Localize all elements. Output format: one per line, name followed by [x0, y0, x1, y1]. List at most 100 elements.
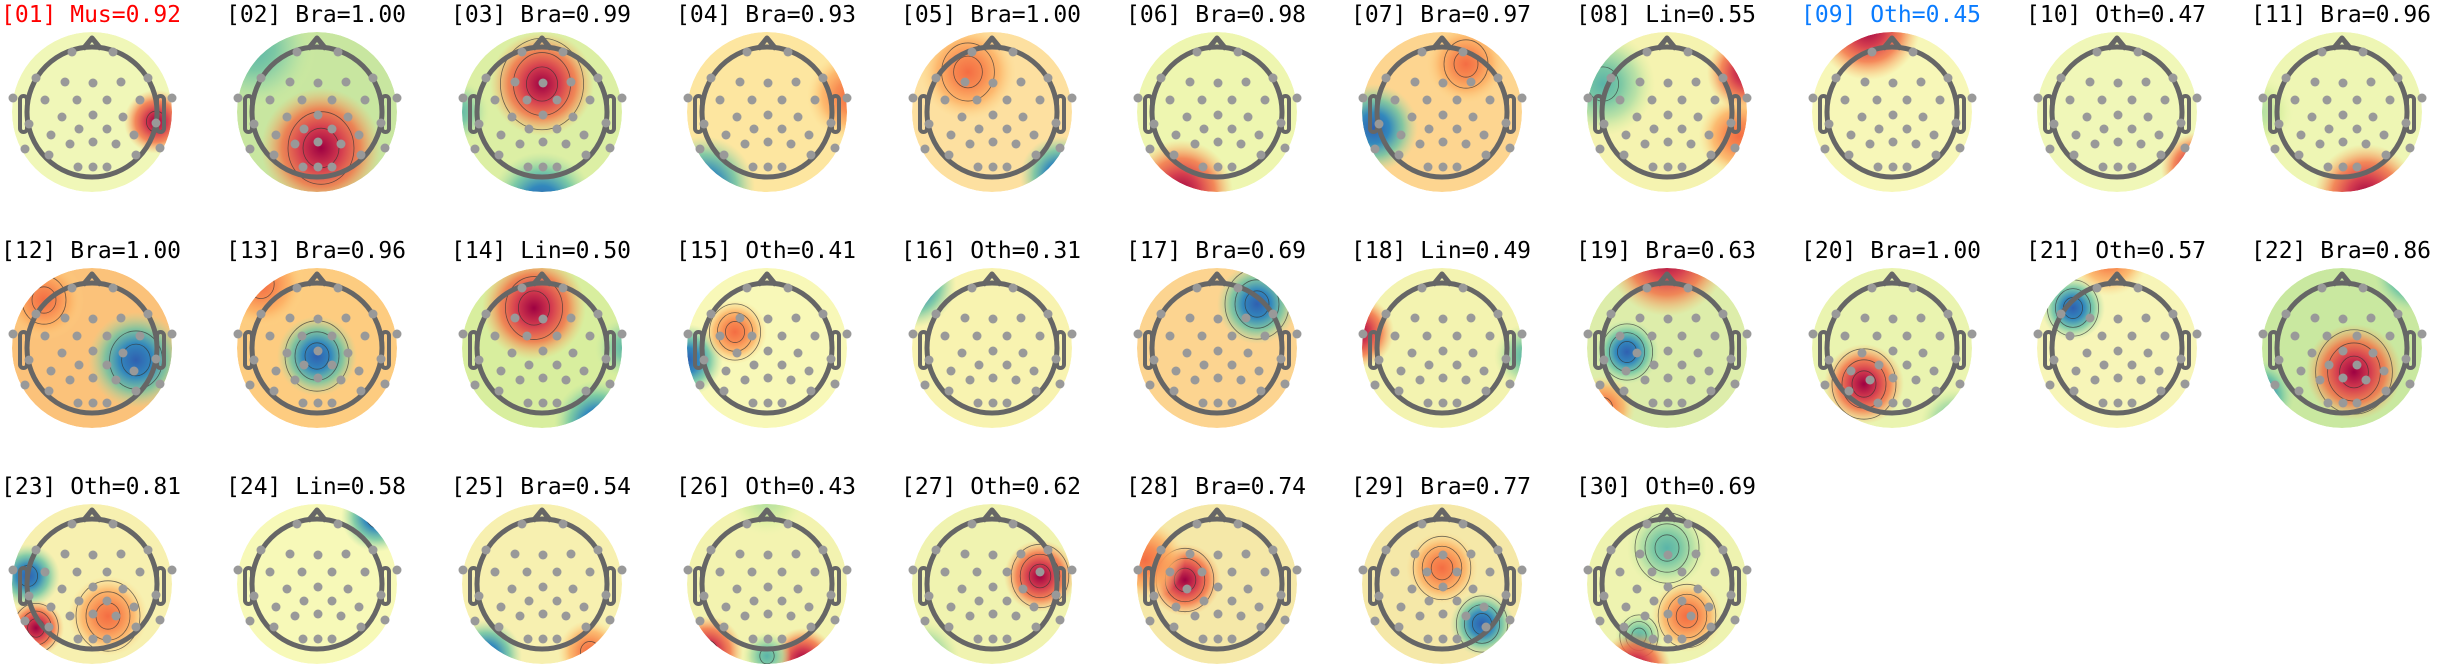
electrode-marker: [1606, 73, 1616, 83]
electrode-marker: [1199, 596, 1209, 606]
electrode-marker: [2338, 373, 2348, 383]
component-title[interactable]: [11] Bra=0.96: [2251, 2, 2432, 28]
topomap[interactable]: [1583, 504, 1752, 664]
component-title[interactable]: [05] Bra=1.00: [901, 2, 1082, 28]
right-ear-icon: [380, 94, 391, 134]
component-title[interactable]: [04] Bra=0.93: [676, 2, 857, 28]
topomap[interactable]: [458, 504, 627, 664]
topomap[interactable]: [908, 32, 1077, 192]
electrode-marker: [1619, 150, 1629, 160]
topomap[interactable]: [233, 504, 402, 664]
component-title[interactable]: [30] Oth=0.69: [1576, 474, 1757, 500]
electrode-marker: [515, 611, 525, 621]
topomap[interactable]: [908, 268, 1077, 428]
right-ear-icon: [2405, 94, 2416, 134]
electrode-marker: [1874, 124, 1884, 134]
topomap[interactable]: [8, 32, 177, 192]
component-title[interactable]: [13] Bra=0.96: [226, 238, 407, 264]
topomap[interactable]: [2258, 32, 2427, 192]
component-title[interactable]: [21] Oth=0.57: [2026, 238, 2207, 264]
component-title[interactable]: [01] Mus=0.92: [1, 2, 182, 28]
electrode-marker: [131, 150, 141, 160]
topomap[interactable]: [1133, 504, 1302, 664]
component-title[interactable]: [18] Lin=0.49: [1351, 238, 1532, 264]
electrode-marker: [1280, 615, 1290, 625]
topomap[interactable]: [1358, 268, 1527, 428]
component-title[interactable]: [16] Oth=0.31: [901, 238, 1082, 264]
component-title[interactable]: [26] Oth=0.43: [676, 474, 857, 500]
electrode-marker: [988, 373, 998, 383]
topomap[interactable]: [458, 32, 627, 192]
component-title[interactable]: [12] Bra=1.00: [1, 238, 182, 264]
topomap[interactable]: [458, 268, 627, 428]
component-title[interactable]: [28] Bra=0.74: [1126, 474, 1307, 500]
electrode-marker: [1908, 283, 1918, 293]
topomap[interactable]: [8, 504, 177, 664]
topomap[interactable]: [683, 32, 852, 192]
electrode-marker: [2405, 143, 2415, 153]
component-title[interactable]: [20] Bra=1.00: [1801, 238, 1982, 264]
electrode-marker: [957, 584, 967, 594]
component-title[interactable]: [10] Oth=0.47: [2026, 2, 2207, 28]
electrode-marker: [1227, 398, 1237, 408]
topomap[interactable]: [1808, 268, 1977, 428]
component-title[interactable]: [03] Bra=0.99: [451, 2, 632, 28]
component-title[interactable]: [02] Bra=1.00: [226, 2, 407, 28]
electrode-marker: [2156, 386, 2166, 396]
component-title[interactable]: [17] Bra=0.69: [1126, 238, 1307, 264]
topomap[interactable]: [1358, 32, 1527, 192]
component-title[interactable]: [25] Bra=0.54: [451, 474, 632, 500]
electrode-marker: [490, 331, 500, 341]
topomap[interactable]: [1133, 32, 1302, 192]
component-title[interactable]: [19] Bra=0.63: [1576, 238, 1757, 264]
topomap[interactable]: [908, 504, 1077, 664]
component-title[interactable]: [09] Oth=0.45: [1801, 2, 1982, 28]
electrode-marker: [2323, 162, 2333, 172]
topomap[interactable]: [1583, 268, 1752, 428]
electrode-marker: [581, 622, 591, 632]
electrode-marker: [380, 379, 390, 389]
component-title[interactable]: [22] Bra=0.86: [2251, 238, 2432, 264]
electrode-marker: [581, 386, 591, 396]
topomap[interactable]: [8, 268, 177, 428]
electrode-marker: [732, 584, 742, 594]
electrode-marker: [8, 93, 18, 103]
electrode-marker: [561, 375, 571, 385]
electrode-marker: [777, 331, 787, 341]
component-title[interactable]: [27] Oth=0.62: [901, 474, 1082, 500]
electrode-marker: [496, 366, 506, 376]
topomap[interactable]: [233, 32, 402, 192]
electrode-marker: [747, 567, 757, 577]
component-title[interactable]: [15] Oth=0.41: [676, 238, 857, 264]
electrode-marker: [1493, 73, 1503, 83]
topomap[interactable]: [233, 268, 402, 428]
component-title[interactable]: [06] Bra=0.98: [1126, 2, 1307, 28]
topomap[interactable]: [1808, 32, 1977, 192]
electrode-marker: [2338, 162, 2348, 172]
topomap[interactable]: [683, 268, 852, 428]
electrode-marker: [1693, 112, 1703, 122]
topomap[interactable]: [2258, 268, 2427, 428]
component-title[interactable]: [08] Lin=0.55: [1576, 2, 1757, 28]
nose-icon: [1431, 507, 1453, 523]
electrode-marker: [777, 162, 787, 172]
topomap[interactable]: [1133, 268, 1302, 428]
component-title[interactable]: [29] Bra=0.77: [1351, 474, 1532, 500]
electrode-marker: [88, 373, 98, 383]
electrode-marker: [2082, 348, 2092, 358]
electrode-marker: [1227, 124, 1237, 134]
topomap[interactable]: [2033, 32, 2202, 192]
electrode-marker: [1133, 329, 1143, 339]
topomap[interactable]: [1358, 504, 1527, 664]
component-title[interactable]: [23] Oth=0.81: [1, 474, 182, 500]
topomap[interactable]: [2033, 268, 2202, 428]
nose-icon: [1656, 507, 1678, 523]
component-title[interactable]: [14] Lin=0.50: [451, 238, 632, 264]
topomap[interactable]: [1583, 32, 1752, 192]
electrode-marker: [1165, 95, 1175, 105]
component-title[interactable]: [07] Bra=0.97: [1351, 2, 1532, 28]
component-title[interactable]: [24] Lin=0.58: [226, 474, 407, 500]
electrode-marker: [2141, 313, 2151, 323]
electrode-marker: [763, 582, 773, 592]
topomap[interactable]: [683, 504, 852, 664]
